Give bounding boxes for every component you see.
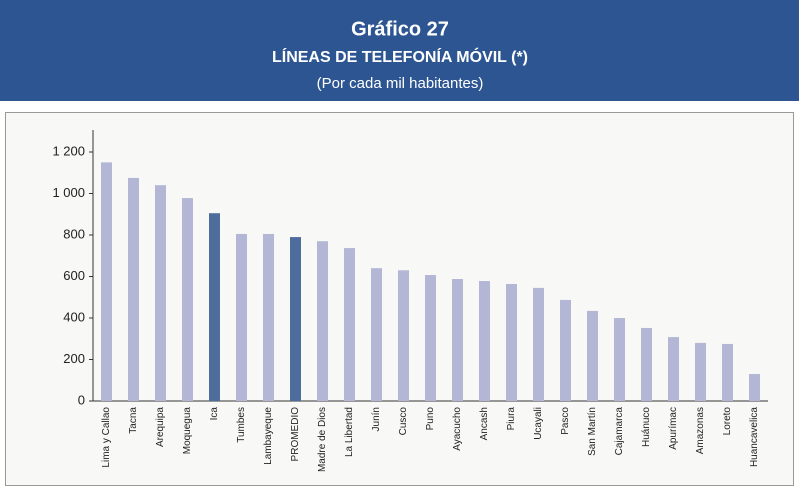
bar — [182, 198, 193, 401]
x-tick-label: Ayacucho — [452, 407, 463, 451]
y-tick-label: 1 200 — [52, 143, 85, 158]
bar — [290, 237, 301, 401]
bar — [506, 283, 517, 401]
bar — [101, 162, 112, 401]
bar — [641, 327, 652, 401]
bar — [209, 213, 220, 401]
bar — [155, 185, 166, 401]
bar — [560, 299, 571, 401]
x-tick-label: Ancash — [479, 407, 490, 440]
x-tick-label: Ucayali — [533, 407, 544, 440]
x-tick-label: Tumbes — [236, 407, 247, 443]
y-tick-label: 200 — [63, 351, 85, 366]
bar — [317, 241, 328, 401]
bar — [344, 248, 355, 401]
bar — [263, 233, 274, 401]
bar — [452, 278, 463, 401]
x-tick-label: San Martín — [587, 407, 598, 456]
x-tick-label: Cusco — [398, 407, 409, 436]
header-box — [0, 0, 799, 101]
x-tick-label: Tacna — [128, 407, 139, 434]
y-tick-label: 800 — [63, 226, 85, 241]
x-tick-label: Lambayeque — [263, 407, 274, 465]
x-tick-label: Puno — [425, 407, 436, 431]
bar — [587, 310, 598, 401]
bar — [128, 177, 139, 401]
y-tick-label: 0 — [78, 392, 85, 407]
bar — [398, 270, 409, 401]
x-tick-label: Madre de Dios — [317, 407, 328, 472]
bar — [533, 287, 544, 401]
x-tick-label: Piura — [506, 407, 517, 431]
bar — [695, 342, 706, 401]
x-tick-label: Amazonas — [695, 407, 706, 454]
x-tick-label: Huánuco — [641, 407, 652, 447]
x-tick-label: PROMEDIO — [290, 407, 301, 462]
x-tick-label: Loreto — [722, 407, 733, 436]
x-tick-label: Ica — [209, 407, 220, 421]
x-tick-label: Apurímac — [668, 407, 679, 450]
bar — [722, 343, 733, 401]
bar — [749, 374, 760, 401]
bar — [668, 337, 679, 401]
x-tick-label: Arequipa — [155, 407, 166, 447]
bar — [371, 268, 382, 401]
chart-title: Gráfico 27 — [351, 18, 449, 40]
x-tick-label: Cajamarca — [614, 407, 625, 456]
bar — [425, 275, 436, 401]
x-tick-label: Huancavelica — [749, 407, 760, 467]
x-tick-label: La Libertad — [344, 407, 355, 457]
x-tick-label: Moquegua — [182, 407, 193, 455]
chart-note: (Por cada mil habitantes) — [317, 75, 484, 92]
chart-subtitle: LÍNEAS DE TELEFONÍA MÓVIL (*) — [272, 47, 528, 66]
bar — [236, 233, 247, 401]
x-tick-label: Junín — [371, 407, 382, 431]
x-tick-label: Pasco — [560, 407, 571, 435]
y-tick-label: 600 — [63, 268, 85, 283]
bar — [479, 281, 490, 401]
bar — [614, 318, 625, 401]
y-tick-label: 1 000 — [52, 185, 85, 200]
y-tick-label: 400 — [63, 309, 85, 324]
x-tick-label: Lima y Callao — [101, 407, 112, 468]
